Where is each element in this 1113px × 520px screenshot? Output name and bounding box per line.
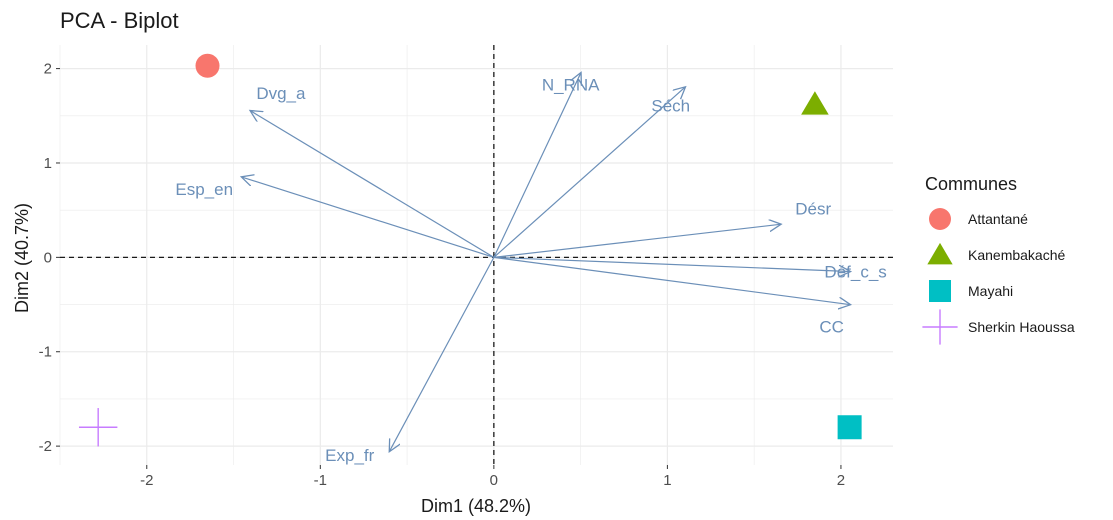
x-tick-label: -2 [140, 472, 153, 489]
variable-arrow [493, 73, 581, 258]
x-tick-label: -1 [314, 472, 327, 489]
legend-key [927, 242, 953, 265]
chart-title: PCA - Biplot [60, 8, 179, 33]
variable-arrow [242, 177, 495, 258]
variable-label: N_RNA [542, 75, 600, 94]
data-point [195, 53, 220, 78]
variable-label: Séch [651, 96, 690, 115]
legend-key [929, 208, 951, 230]
x-tick-label: 0 [490, 472, 498, 489]
variable-label: Exp_fr [325, 446, 374, 465]
variable-label: Déf_c_s [824, 263, 886, 282]
data-point [78, 408, 118, 447]
y-tick-label: 0 [44, 249, 52, 266]
legend-label: Sherkin Haoussa [968, 319, 1075, 335]
variable-arrow [251, 111, 495, 258]
variable-arrow [493, 87, 685, 258]
variable-arrow [493, 256, 850, 271]
variable-label: CC [819, 318, 844, 337]
x-tick-label: 1 [663, 472, 671, 489]
variable-arrow [493, 224, 780, 258]
variable-label: Dvg_a [256, 84, 306, 103]
y-tick-label: -2 [39, 438, 52, 455]
y-tick-label: 2 [44, 61, 52, 78]
legend-title: Communes [925, 174, 1017, 194]
y-tick-label: -1 [39, 344, 52, 361]
variable-arrow [493, 256, 850, 304]
plot-panel: -2 -1 0 1 2 -2 -1 0 1 2 N_RNA Séch Dvg_a Esp_en Désr Dé… [39, 45, 893, 489]
y-tick-label: 1 [44, 155, 52, 172]
data-point [801, 91, 829, 115]
y-axis-title: Dim2 (40.7%) [12, 203, 32, 313]
variable-label: Désr [795, 199, 831, 218]
variable-arrow [390, 257, 495, 450]
legend-label: Attantané [968, 211, 1028, 227]
legend-key [922, 309, 958, 345]
variable-label: Esp_en [175, 180, 233, 199]
legend-key [929, 280, 951, 302]
legend-label: Kanembakaché [968, 247, 1066, 263]
data-point [837, 415, 862, 440]
legend-label: Mayahi [968, 283, 1013, 299]
x-tick-label: 2 [837, 472, 845, 489]
x-axis-title: Dim1 (48.2%) [421, 496, 531, 516]
legend: Communes Attantané Kanembakaché Mayahi Sher… [922, 174, 1075, 345]
